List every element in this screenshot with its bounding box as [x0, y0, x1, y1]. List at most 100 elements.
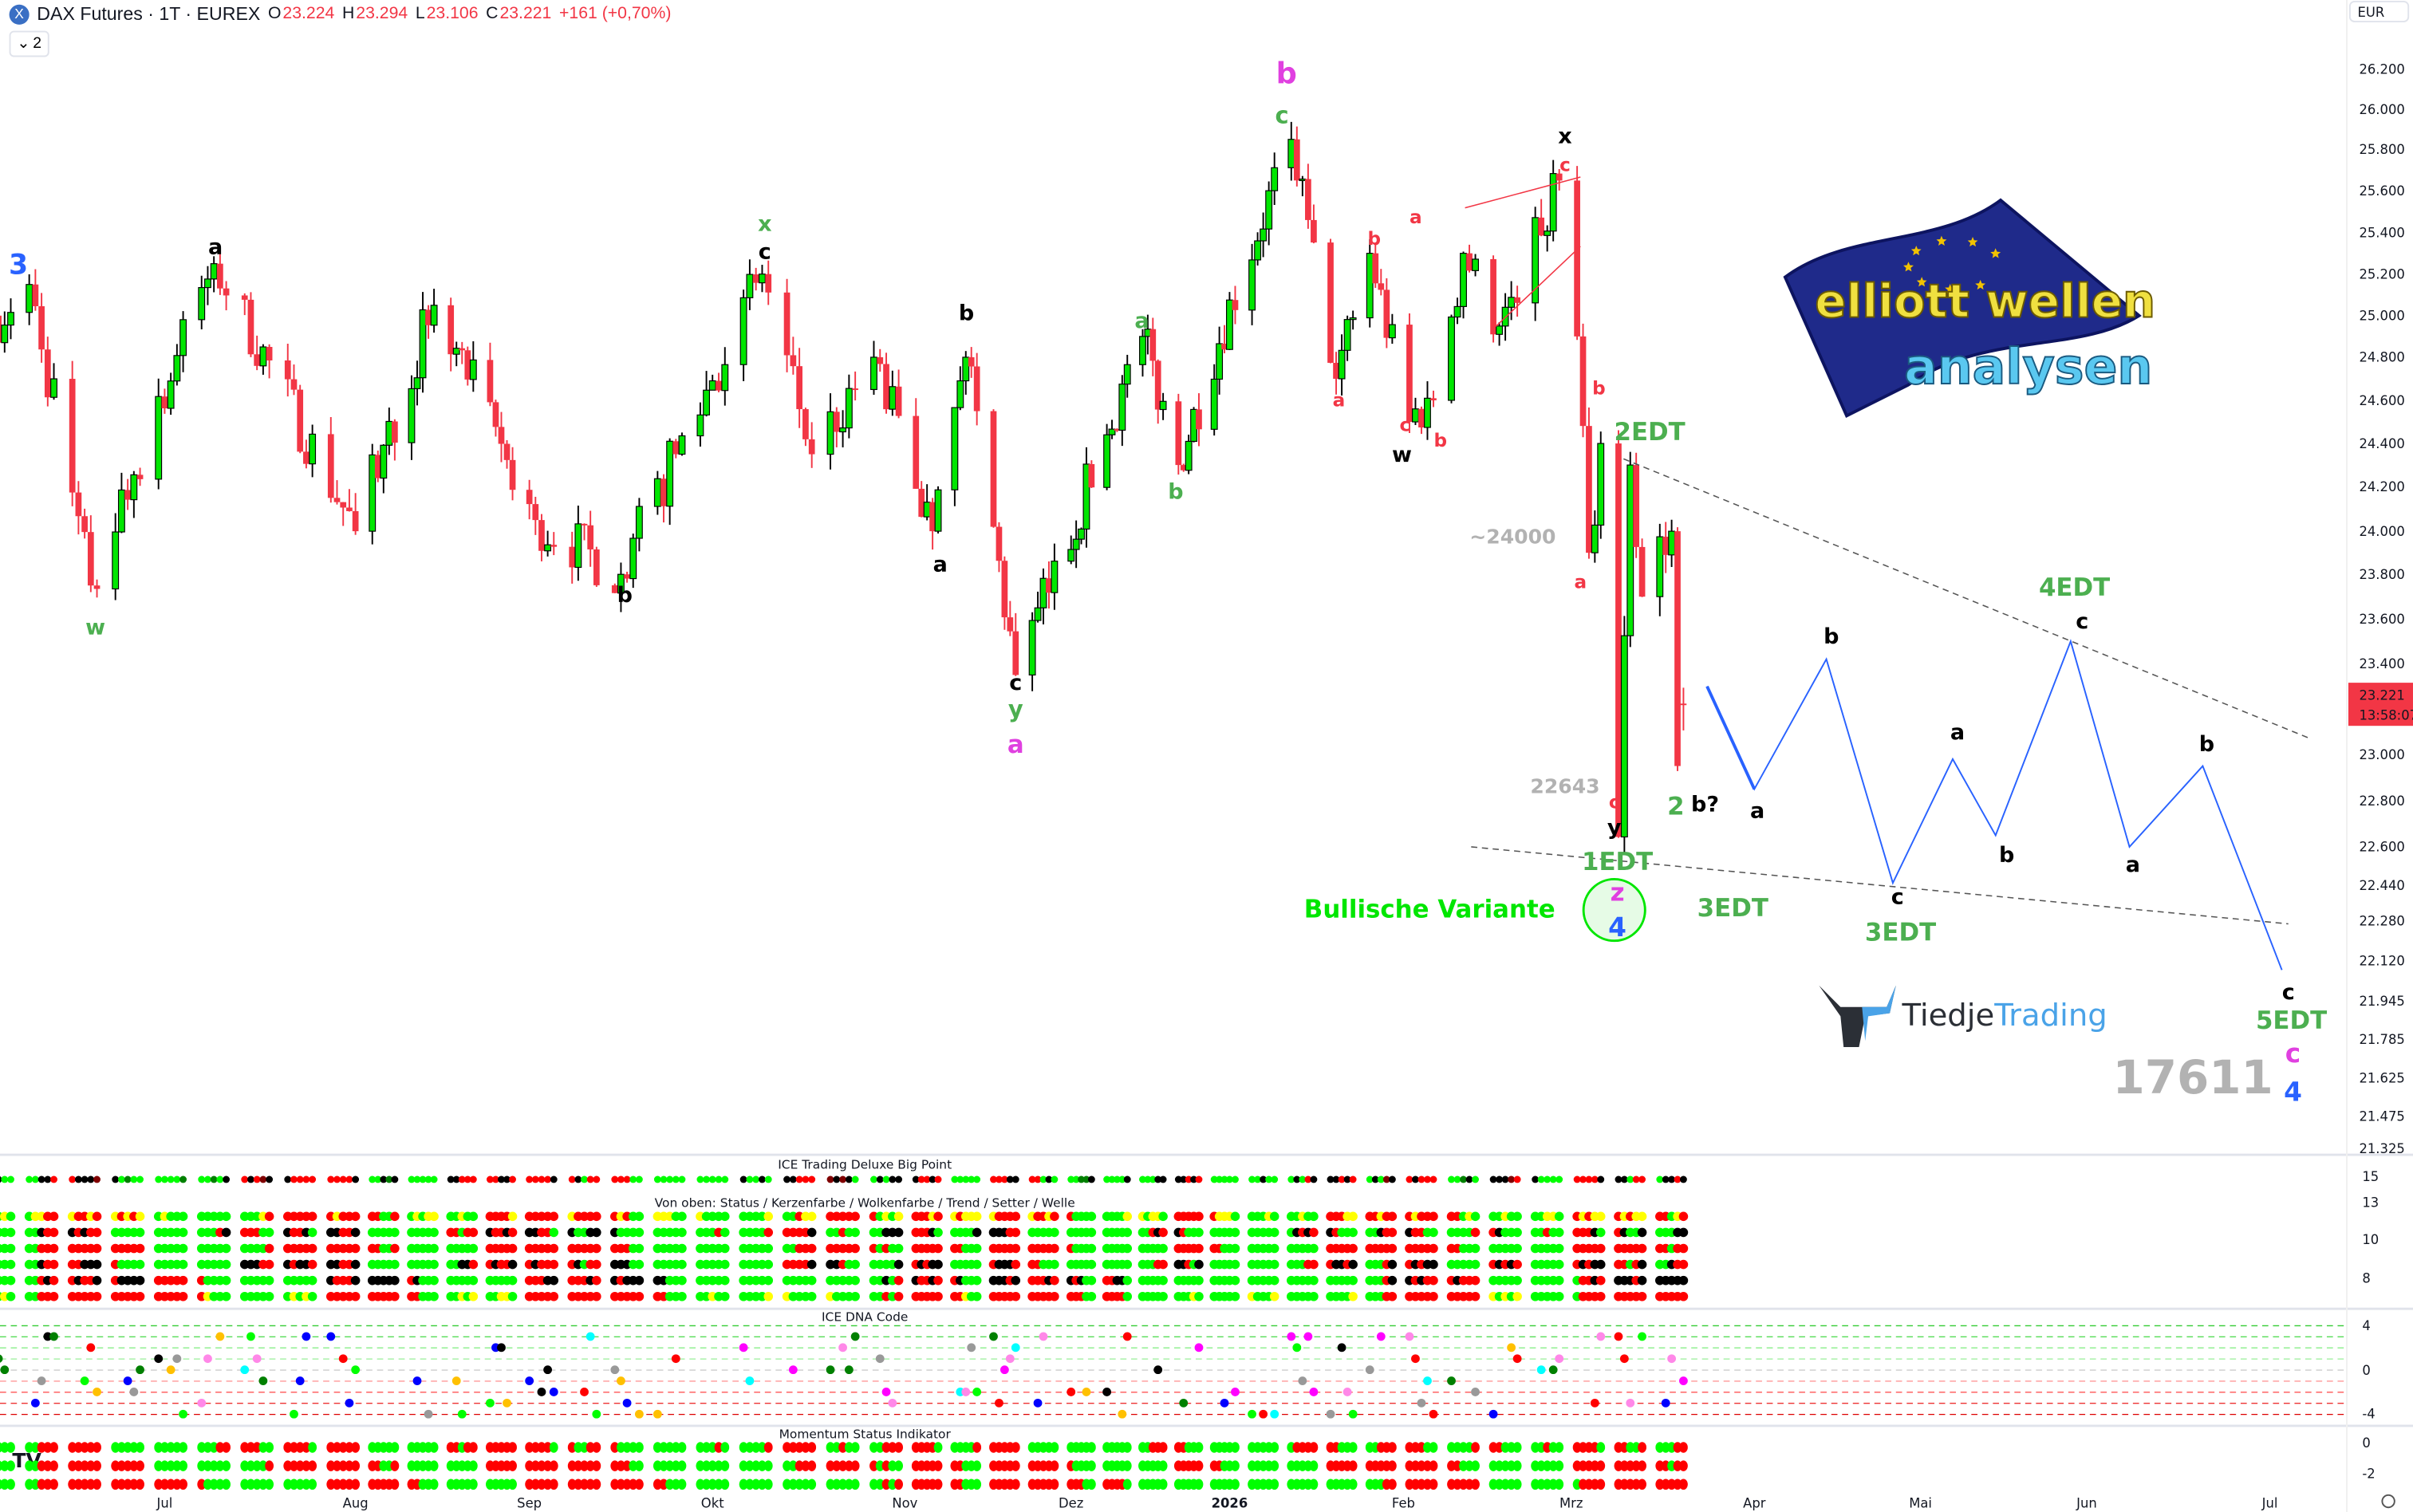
candle[interactable] — [759, 265, 766, 293]
candle[interactable] — [962, 351, 970, 395]
candle[interactable] — [1615, 430, 1622, 838]
candle[interactable] — [1159, 392, 1167, 420]
candle[interactable] — [44, 337, 51, 407]
candle[interactable] — [1638, 538, 1646, 597]
candle[interactable] — [1271, 152, 1279, 205]
candle[interactable] — [1196, 393, 1202, 447]
candle[interactable] — [1418, 406, 1425, 435]
candle[interactable] — [1378, 269, 1385, 296]
candle[interactable] — [1139, 329, 1146, 377]
candle[interactable] — [624, 571, 630, 583]
candle[interactable] — [1460, 251, 1467, 319]
candle[interactable] — [746, 259, 754, 310]
candle[interactable] — [1305, 163, 1311, 229]
wave-projection-path[interactable] — [1706, 639, 2283, 971]
candle[interactable] — [550, 532, 558, 556]
candle[interactable] — [889, 370, 897, 416]
candle[interactable] — [32, 269, 39, 311]
candle[interactable] — [333, 480, 341, 505]
candle[interactable] — [247, 292, 254, 357]
candle[interactable] — [574, 505, 582, 581]
candle[interactable] — [93, 579, 101, 598]
candle[interactable] — [708, 374, 716, 391]
candle[interactable] — [1046, 561, 1052, 609]
candle[interactable] — [50, 363, 57, 400]
candle[interactable] — [1221, 325, 1228, 354]
candle[interactable] — [1299, 175, 1307, 197]
candle[interactable] — [996, 522, 1003, 573]
candle[interactable] — [87, 515, 94, 593]
candle[interactable] — [678, 432, 686, 456]
candle[interactable] — [487, 342, 494, 407]
candle[interactable] — [1496, 322, 1504, 346]
indicator-title[interactable]: Momentum Status Indikator — [779, 1427, 952, 1441]
candle[interactable] — [1662, 522, 1670, 573]
candle[interactable] — [802, 408, 809, 447]
candle[interactable] — [1185, 435, 1193, 474]
wedge-trendline[interactable] — [1495, 246, 1581, 327]
candle[interactable] — [951, 407, 959, 506]
candle[interactable] — [1154, 359, 1161, 424]
candle[interactable] — [408, 375, 416, 460]
candle[interactable] — [1343, 315, 1351, 361]
candle[interactable] — [352, 493, 359, 535]
candle[interactable] — [1538, 199, 1545, 237]
candle[interactable] — [1586, 408, 1592, 559]
candle[interactable] — [1555, 169, 1563, 191]
wedge-trendline[interactable] — [1465, 176, 1581, 209]
settings-gear-icon[interactable] — [2381, 1494, 2395, 1509]
candle[interactable] — [1383, 278, 1390, 348]
candle[interactable] — [498, 411, 505, 463]
candle[interactable] — [340, 502, 347, 526]
candle[interactable] — [593, 546, 600, 587]
candle[interactable] — [469, 341, 477, 392]
candle[interactable] — [413, 360, 421, 406]
candle[interactable] — [883, 352, 889, 414]
candle[interactable] — [716, 372, 722, 392]
candle[interactable] — [1175, 393, 1182, 475]
candle[interactable] — [1051, 543, 1059, 610]
candle[interactable] — [0, 298, 2, 348]
candle[interactable] — [327, 416, 334, 503]
candle[interactable] — [895, 369, 902, 419]
candle[interactable] — [672, 439, 680, 459]
candle[interactable] — [1, 311, 9, 353]
candle[interactable] — [1532, 207, 1540, 321]
candle[interactable] — [538, 514, 545, 561]
candle[interactable] — [1082, 447, 1090, 548]
candle[interactable] — [1078, 527, 1085, 545]
candle[interactable] — [1466, 244, 1473, 273]
candle[interactable] — [581, 523, 588, 541]
candle[interactable] — [653, 471, 661, 515]
candle[interactable] — [1453, 297, 1461, 325]
candle[interactable] — [173, 344, 181, 386]
candle[interactable] — [1254, 232, 1262, 266]
candle[interactable] — [1372, 243, 1379, 289]
candle[interactable] — [666, 438, 674, 526]
candle[interactable] — [464, 346, 471, 386]
candle[interactable] — [161, 388, 168, 414]
candle[interactable] — [1597, 431, 1605, 539]
candle[interactable] — [81, 508, 88, 539]
candle[interactable] — [1232, 285, 1239, 325]
candle[interactable] — [1626, 451, 1634, 648]
candle[interactable] — [369, 443, 377, 545]
indicators-collapse-button[interactable]: ⌄ 2 — [9, 30, 49, 57]
candle[interactable] — [1490, 255, 1496, 343]
candle[interactable] — [1001, 556, 1008, 630]
candle[interactable] — [1067, 535, 1075, 565]
candle[interactable] — [117, 472, 125, 534]
candle[interactable] — [217, 252, 223, 295]
candle[interactable] — [1680, 687, 1687, 730]
candle[interactable] — [569, 531, 576, 584]
candle[interactable] — [1668, 519, 1676, 567]
candle[interactable] — [266, 344, 273, 379]
candle[interactable] — [1118, 375, 1126, 447]
candle[interactable] — [1088, 460, 1095, 488]
candle[interactable] — [1012, 612, 1019, 676]
candle[interactable] — [934, 486, 942, 534]
candle[interactable] — [1311, 204, 1317, 244]
candle[interactable] — [7, 298, 14, 340]
candle[interactable] — [587, 510, 594, 567]
